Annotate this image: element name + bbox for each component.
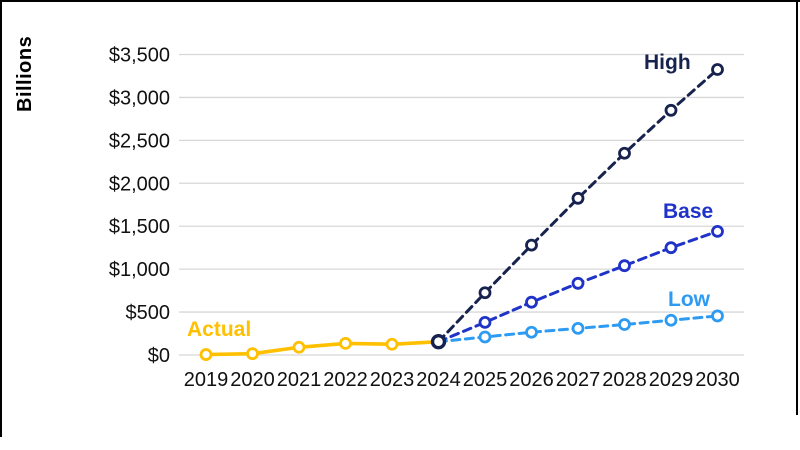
x-tick-label: 2030 <box>695 369 740 391</box>
frame-border-right <box>796 0 798 415</box>
data-point-high <box>618 146 631 160</box>
x-tick-label: 2021 <box>277 369 322 391</box>
y-tick-label: $2,000 <box>109 173 170 195</box>
data-point-base <box>478 315 492 329</box>
x-tick-label: 2029 <box>649 369 694 391</box>
y-tick-label: $0 <box>148 345 170 367</box>
data-point-actual <box>339 337 352 350</box>
series-line-actual <box>204 339 441 357</box>
x-tick-label: 2020 <box>230 369 275 391</box>
frame-border-top <box>0 0 800 2</box>
data-point-base <box>618 259 631 273</box>
series-label-actual: Actual <box>187 318 252 341</box>
data-point-actual <box>292 340 306 354</box>
data-point-high <box>711 63 724 76</box>
data-point-low <box>571 321 585 335</box>
data-point-high <box>525 238 538 252</box>
x-tick-label: 2026 <box>509 369 554 391</box>
frame-border-left <box>0 0 2 437</box>
x-tick-label: 2019 <box>184 369 229 391</box>
data-point-low <box>618 318 631 331</box>
y-tick-label: $2,500 <box>109 130 170 152</box>
x-tick-label: 2025 <box>463 369 508 391</box>
data-point-low <box>525 325 538 339</box>
data-point-high <box>478 286 492 300</box>
y-tick-label: $1,500 <box>109 216 170 238</box>
data-point-base <box>664 241 678 255</box>
data-point-base <box>525 295 538 309</box>
data-point-high <box>571 191 585 205</box>
y-tick-label: $1,000 <box>109 259 170 281</box>
data-point-base <box>571 276 585 290</box>
data-point-high <box>664 103 678 117</box>
x-tick-label: 2023 <box>370 369 415 391</box>
data-point-actual <box>246 347 259 361</box>
data-point-base <box>711 224 724 238</box>
x-tick-label: 2024 <box>416 369 461 391</box>
y-tick-label: $3,500 <box>109 45 170 67</box>
data-point-actual <box>385 337 399 351</box>
series-label-high: High <box>644 51 691 74</box>
data-point-low <box>478 330 492 344</box>
series-label-low: Low <box>668 288 710 311</box>
x-tick-label: 2027 <box>556 369 601 391</box>
y-tick-label: $500 <box>126 302 171 324</box>
data-point-junction <box>430 333 447 350</box>
series-label-base: Base <box>663 200 714 223</box>
y-tick-label: $3,000 <box>109 87 170 109</box>
x-tick-label: 2028 <box>602 369 647 391</box>
data-point-actual <box>199 348 213 361</box>
x-tick-label: 2022 <box>323 369 368 391</box>
data-point-low <box>664 313 678 327</box>
data-point-low <box>711 309 724 323</box>
